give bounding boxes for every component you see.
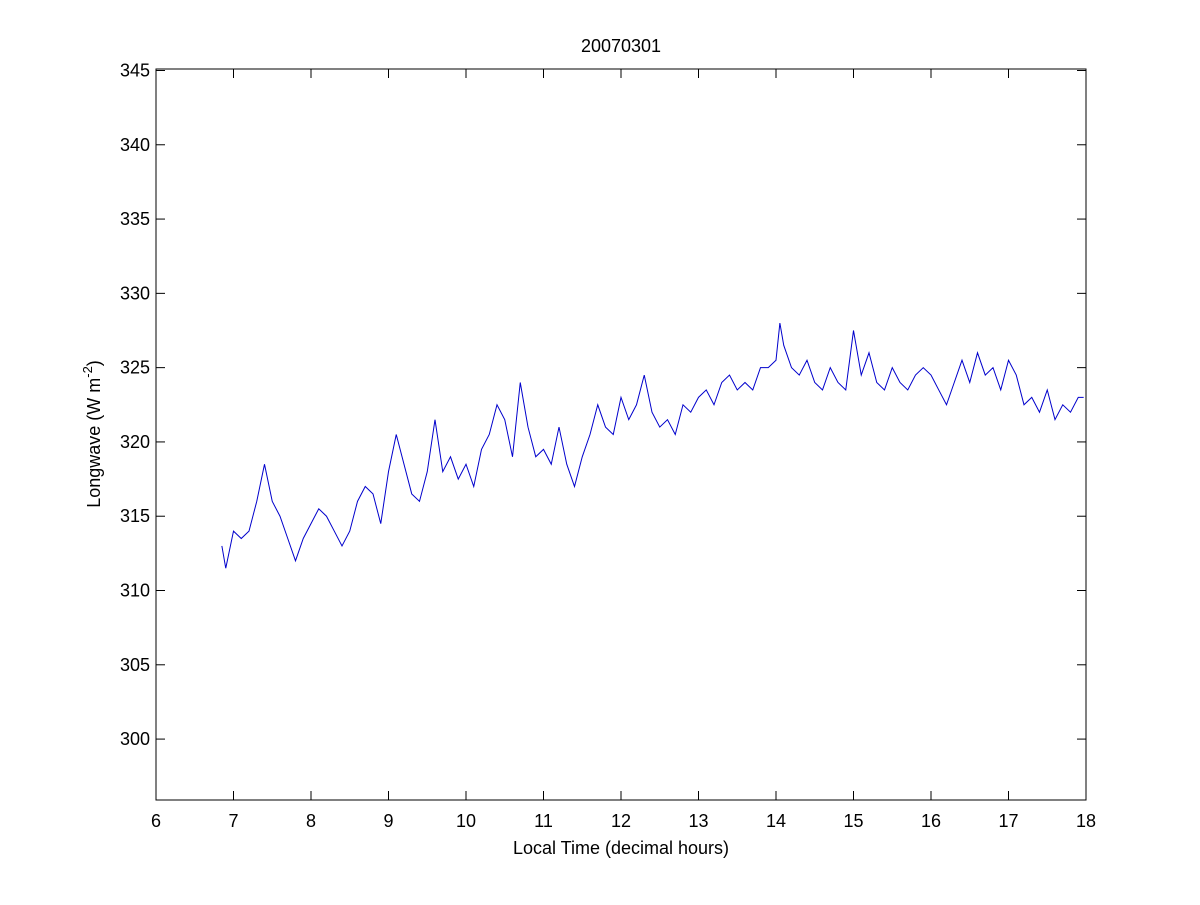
y-tick-label: 330 [120, 283, 150, 303]
y-tick-label: 345 [120, 60, 150, 80]
plot-box [155, 68, 1087, 801]
x-tick-label: 15 [843, 811, 863, 831]
x-axis-label: Local Time (decimal hours) [513, 838, 729, 858]
chart-title: 20070301 [581, 36, 661, 56]
y-label-text: Longwave (W m [84, 378, 104, 508]
y-label-suffix: ) [84, 360, 104, 366]
y-tick-label: 320 [120, 432, 150, 452]
y-axis-label: Longwave (W m-2) [80, 360, 104, 508]
x-tick-label: 8 [306, 811, 316, 831]
x-tick-label: 12 [611, 811, 631, 831]
x-tick-label: 6 [151, 811, 161, 831]
y-tick-label: 325 [120, 358, 150, 378]
y-tick-label: 340 [120, 135, 150, 155]
y-label-superscript: -2 [80, 366, 95, 378]
x-tick-label: 7 [228, 811, 238, 831]
x-tick-label: 16 [921, 811, 941, 831]
x-tick-label: 17 [998, 811, 1018, 831]
x-tick-label: 9 [383, 811, 393, 831]
x-tick-label: 13 [688, 811, 708, 831]
x-tick-label: 14 [766, 811, 786, 831]
y-tick-label: 305 [120, 655, 150, 675]
x-tick-label: 18 [1076, 811, 1096, 831]
y-tick-label: 315 [120, 506, 150, 526]
x-tick-label: 11 [534, 811, 553, 831]
y-tick-label: 310 [120, 581, 150, 601]
x-tick-label: 10 [456, 811, 476, 831]
y-tick-label: 300 [120, 729, 150, 749]
data-line [221, 322, 1084, 569]
y-tick-label: 335 [120, 209, 150, 229]
